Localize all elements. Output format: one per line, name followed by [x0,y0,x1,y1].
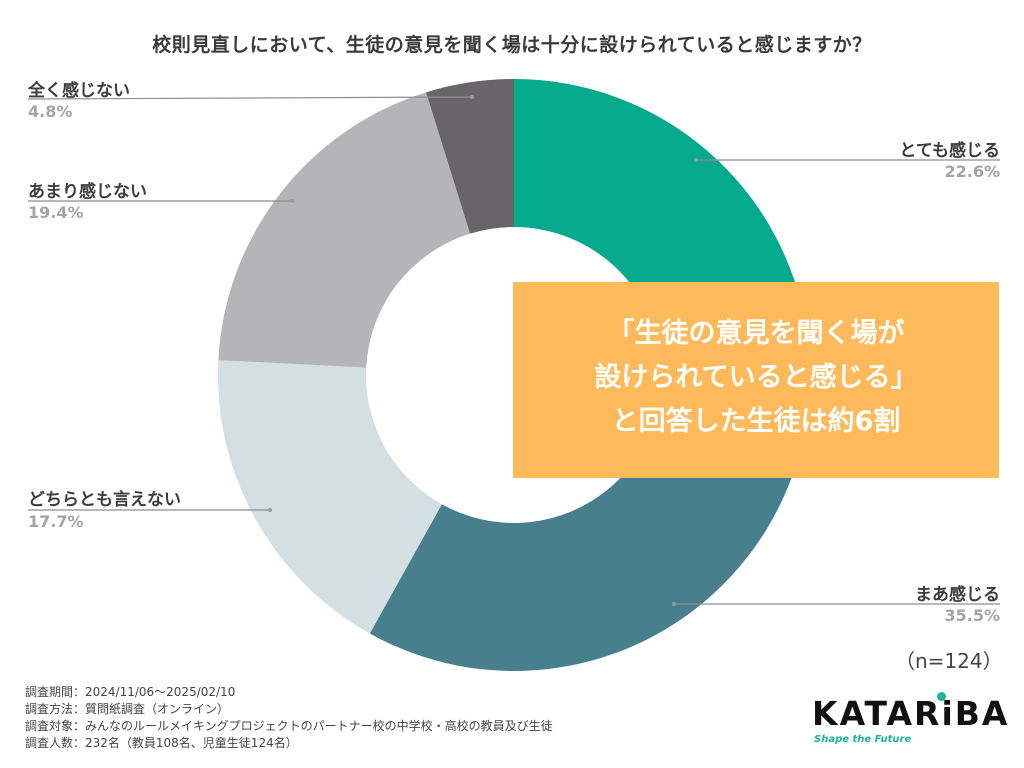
slice-pct-neutral: 17.7% [28,512,84,531]
callout-box [513,282,999,478]
note-count: 調査人数：232名（教員108名、児童生徒124名） [25,736,298,750]
callout-line-3: と回答した生徒は約6割 [611,406,901,437]
donut-slice [426,79,514,234]
callout-line-2: 設けられていると感じる」 [594,362,918,393]
slice-label-not-at-all: 全く感じない [28,81,130,101]
logo-wordmark: KATARiBA [812,694,1010,733]
note-period: 調査期間：2024/11/06〜2025/02/10 [25,685,236,699]
leader-dot [672,602,676,606]
slice-label-neutral: どちらとも言えない [28,490,181,510]
slice-label-not-much: あまり感じない [28,182,147,202]
slice-pct-somewhat: 35.5% [944,606,1000,625]
note-target: 調査対象：みんなのルールメイキングプロジェクトのパートナー校の中学校・高校の教員… [25,719,553,733]
slice-pct-not-much: 19.4% [28,203,84,222]
logo-tagline: Shape the Future [814,734,912,745]
leader-dot [470,95,474,99]
sample-size: （n=124） [895,649,1003,673]
callout-line-1: 「生徒の意見を聞く場が [607,318,905,349]
leader-dot [290,199,294,203]
logo-dot-icon [937,692,946,701]
slice-pct-very: 22.6% [944,162,1000,181]
survey-notes: 調査期間：2024/11/06〜2025/02/10 調査方法：質問紙調査（オン… [25,684,553,752]
callout-text: 「生徒の意見を聞く場が 設けられていると感じる」 と回答した生徒は約6割 [513,312,999,444]
slice-label-very: とても感じる [899,141,1000,161]
slice-pct-not-at-all: 4.8% [28,102,73,121]
chart-title: 校則見直しにおいて、生徒の意見を聞く場は十分に設けられていると感じますか？ [152,34,872,56]
donut-slice [217,360,442,634]
leader-line [27,96,473,100]
slice-label-somewhat: まあ感じる [915,585,1000,605]
leader-dot [694,158,698,162]
note-method: 調査方法：質問紙調査（オンライン） [25,702,230,716]
katariba-logo: KATARiBA Shape the Future [812,692,1007,754]
leader-dot [268,508,272,512]
donut-slice [218,92,471,368]
